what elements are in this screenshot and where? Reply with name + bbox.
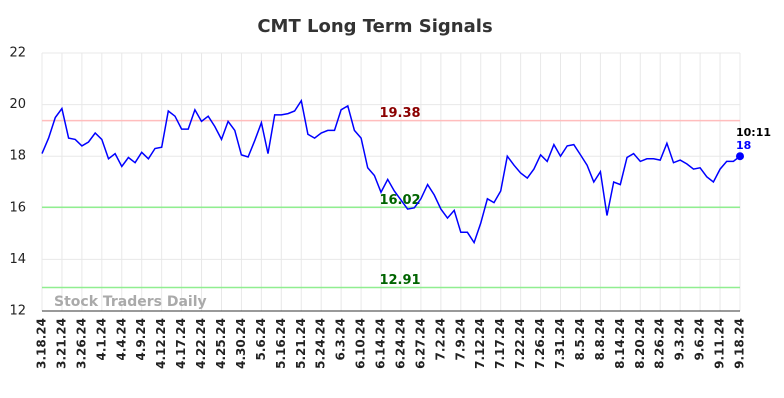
x-tick-label: 6.3.24 [334,318,348,361]
x-tick-label: 4.4.24 [114,318,128,361]
signal-label: 16.02 [379,193,420,208]
x-tick-label: 4.17.24 [174,318,188,369]
x-tick-label: 3.18.24 [35,318,49,369]
last-value-label: 18 [736,139,751,152]
x-tick-label: 6.24.24 [393,318,407,369]
x-tick-label: 5.6.24 [254,318,268,361]
x-tick-label: 7.9.24 [453,318,467,361]
x-tick-label: 8.26.24 [653,318,667,369]
x-tick-label: 5.24.24 [314,318,328,369]
x-tick-label: 6.10.24 [354,318,368,369]
chart-title: CMT Long Term Signals [257,16,492,37]
x-tick-label: 3.21.24 [54,318,68,369]
x-tick-label: 4.9.24 [134,318,148,361]
signal-label: 12.91 [379,273,420,288]
x-tick-label: 9.18.24 [733,318,747,369]
x-tick-label: 8.5.24 [573,318,587,361]
x-tick-label: 6.27.24 [413,318,427,369]
x-tick-label: 7.22.24 [513,318,527,369]
y-tick-label: 14 [9,252,26,267]
last-point [736,152,744,161]
x-tick-label: 4.1.24 [94,318,108,361]
x-tick-label: 7.26.24 [533,318,547,369]
x-tick-label: 7.31.24 [553,318,567,369]
x-tick-label: 9.11.24 [713,318,727,369]
x-tick-label: 7.2.24 [433,318,447,361]
x-tick-label: 4.30.24 [234,318,248,369]
x-tick-label: 4.22.24 [194,318,208,369]
x-tick-label: 8.14.24 [613,318,627,369]
y-tick-label: 18 [9,149,26,164]
price-line [41,98,741,245]
watermark: Stock Traders Daily [54,294,207,310]
x-tick-label: 6.14.24 [374,318,388,369]
end-time: 10:11 [736,126,771,139]
x-tick-label: 3.26.24 [74,318,88,369]
y-tick-label: 22 [9,46,26,61]
x-tick-label: 8.20.24 [633,318,647,369]
y-tick-label: 16 [9,200,26,215]
x-tick-label: 8.8.24 [593,318,607,361]
x-tick-label: 4.12.24 [154,318,168,369]
x-tick-label: 5.16.24 [274,318,288,369]
x-tick-label: 7.17.24 [493,318,507,369]
signal-label: 19.38 [379,106,420,121]
x-tick-label: 9.6.24 [693,318,707,361]
x-tick-label: 9.3.24 [673,318,687,361]
y-tick-label: 20 [9,97,26,112]
y-tick-label: 12 [9,304,26,319]
x-tick-label: 7.12.24 [473,318,487,369]
x-tick-label: 4.25.24 [214,318,228,369]
x-tick-label: 5.21.24 [294,318,308,369]
